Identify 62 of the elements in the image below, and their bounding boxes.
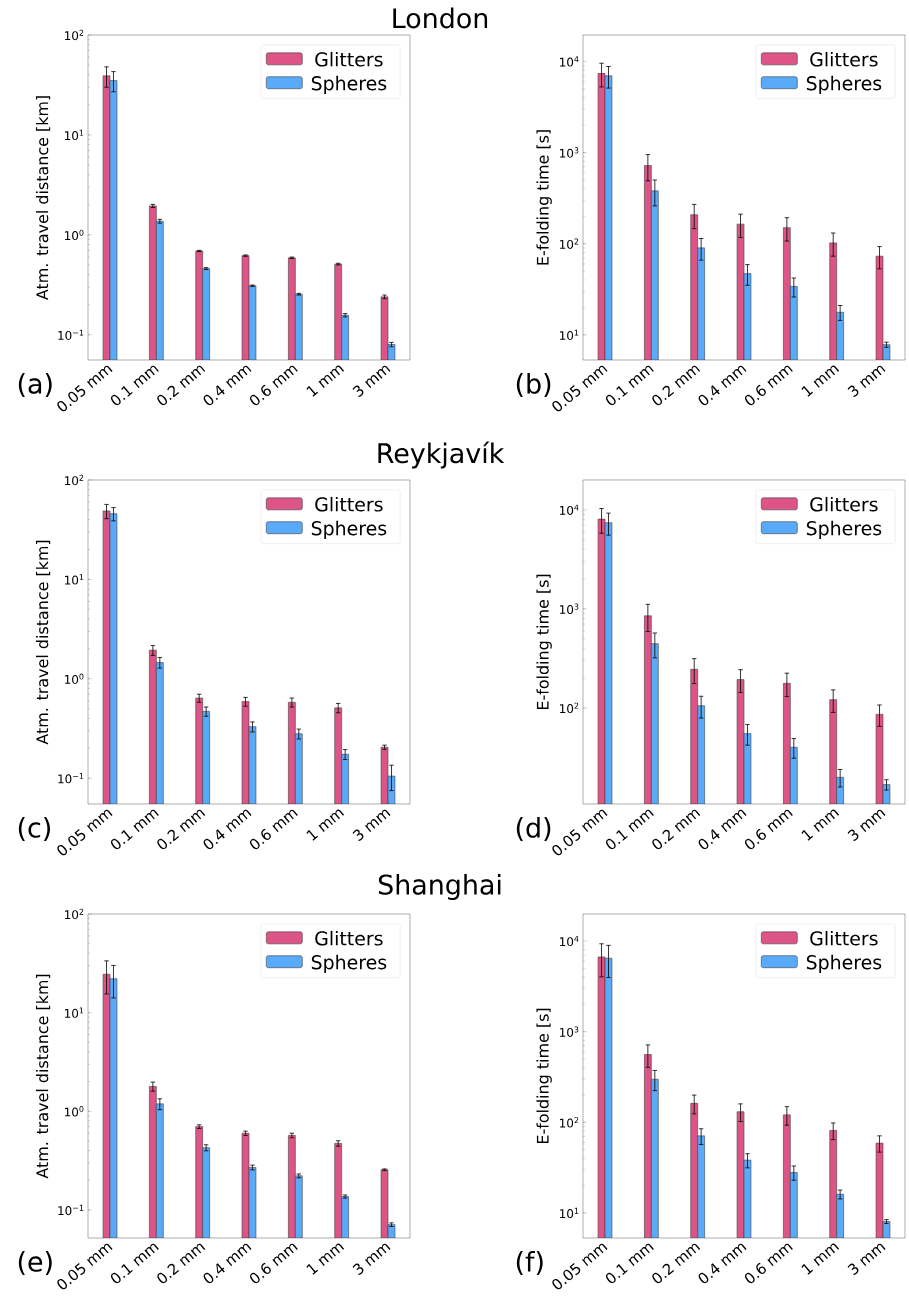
legend-label: Glitters (810, 51, 878, 67)
y-tick-label: 10$^{3}$ (560, 603, 579, 615)
x-tick-label: 1 mm (306, 365, 345, 397)
x-tick-label: 3 mm (352, 365, 391, 398)
x-tick-label: 1 mm (801, 1243, 840, 1275)
legend-label: Glitters (315, 51, 383, 67)
x-tick-label: 3 mm (847, 365, 886, 398)
y-tick-label: 10$^{2}$ (560, 238, 579, 249)
y-axis-title: Atm. travel distance [km] (35, 540, 51, 745)
y-tick-label: 10$^{−1}$ (58, 773, 84, 784)
legend-label: Glitters (810, 496, 878, 512)
text: (e) (18, 1251, 52, 1275)
y-tick-label: 10$^{−1}$ (58, 1204, 84, 1216)
chart-title: Reykjavík (378, 441, 505, 469)
legend-label: Spheres (311, 954, 387, 974)
x-tick-label: 3 mm (352, 1243, 391, 1276)
y-tick-label: 10$^{3}$ (560, 147, 579, 158)
x-tick-label: 3 mm (352, 809, 391, 842)
chart-title: Shanghai (378, 873, 501, 901)
legend-label: Glitters (315, 930, 383, 946)
text: (b) (516, 373, 551, 397)
y-tick-label: 10$^{2}$ (65, 474, 84, 486)
y-axis-title: E-folding time [s] (536, 574, 552, 710)
y-axis-title: Atm. travel distance [km] (35, 974, 51, 1179)
y-axis-title: E-folding time [s] (536, 130, 552, 265)
y-tick-label: 10$^{1}$ (560, 1207, 579, 1219)
y-tick-label: 10$^{2}$ (65, 908, 84, 920)
x-tick-label: 1 mm (801, 365, 840, 397)
x-tick-label: 1 mm (306, 1243, 345, 1275)
legend-label: Spheres (311, 75, 387, 95)
y-axis-title: E-folding time [s] (536, 1008, 552, 1144)
text: (f) (516, 1251, 543, 1275)
legend-label: Spheres (311, 520, 387, 540)
x-tick-label: 1 mm (306, 809, 345, 841)
x-tick-label: 1 mm (801, 809, 840, 841)
x-tick-label: 3 mm (847, 1243, 886, 1276)
y-tick-label: 10$^{4}$ (560, 504, 579, 515)
y-tick-label: 10$^{1}$ (560, 329, 579, 341)
y-tick-label: 10$^{4}$ (560, 56, 579, 67)
y-tick-label: 10$^{1}$ (65, 574, 84, 585)
legend-label: Glitters (810, 930, 878, 946)
y-tick-label: 10$^{2}$ (560, 702, 579, 714)
legend-label: Spheres (806, 954, 882, 974)
y-tick-label: 10$^{2}$ (65, 29, 84, 41)
y-tick-label: 10$^{1}$ (65, 1007, 84, 1018)
y-tick-label: 10$^{4}$ (560, 935, 579, 947)
y-axis-title: Atm. travel distance [km] (35, 96, 51, 301)
legend-label: Spheres (806, 75, 882, 95)
y-tick-label: 10$^{2}$ (560, 1117, 579, 1128)
y-tick-label: 10$^{0}$ (65, 229, 84, 241)
legend-label: Glitters (315, 496, 383, 512)
legend-label: Spheres (806, 520, 882, 540)
text: (d) (516, 817, 551, 841)
chart-title: London (393, 7, 488, 29)
text: (a) (18, 373, 52, 397)
x-tick-label: 3 mm (847, 809, 886, 842)
y-tick-label: 10$^{1}$ (65, 129, 84, 141)
text: (c) (18, 817, 50, 841)
y-tick-label: 10$^{0}$ (65, 1106, 84, 1117)
y-tick-label: 10$^{3}$ (560, 1026, 579, 1037)
y-tick-label: 10$^{0}$ (65, 673, 84, 684)
y-tick-label: 10$^{−1}$ (58, 329, 84, 340)
